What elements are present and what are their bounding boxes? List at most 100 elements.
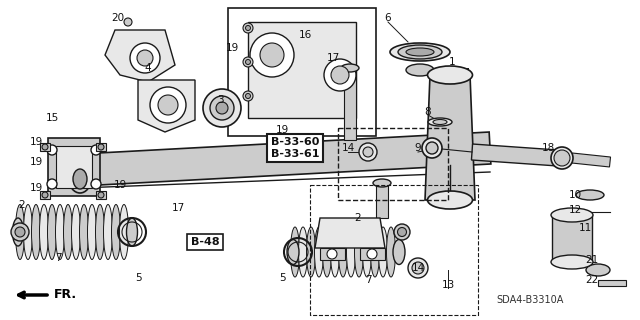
Ellipse shape [246, 60, 250, 65]
Ellipse shape [551, 255, 593, 269]
Text: FR.: FR. [54, 289, 77, 301]
Ellipse shape [576, 190, 604, 200]
Circle shape [98, 192, 104, 198]
Bar [598, 280, 626, 286]
Ellipse shape [433, 119, 447, 124]
Ellipse shape [359, 143, 377, 161]
Polygon shape [425, 75, 475, 200]
Ellipse shape [426, 142, 438, 154]
Text: 11: 11 [579, 223, 591, 233]
Circle shape [47, 179, 57, 189]
Circle shape [260, 43, 284, 67]
Text: 8: 8 [425, 107, 431, 117]
Ellipse shape [291, 227, 300, 277]
Ellipse shape [63, 204, 72, 260]
Circle shape [42, 144, 48, 150]
Ellipse shape [40, 204, 49, 260]
Polygon shape [376, 185, 388, 218]
Ellipse shape [216, 102, 228, 114]
Text: 17: 17 [172, 203, 184, 213]
Bar [320, 248, 345, 260]
Ellipse shape [243, 57, 253, 67]
Text: 19: 19 [113, 180, 127, 190]
Text: 9: 9 [415, 143, 421, 153]
Ellipse shape [428, 118, 452, 126]
Ellipse shape [428, 191, 472, 209]
Bar [228, 8, 376, 136]
Text: 2: 2 [19, 200, 26, 210]
Ellipse shape [406, 64, 434, 76]
Ellipse shape [104, 204, 113, 260]
Circle shape [367, 249, 377, 259]
Text: 22: 22 [586, 275, 598, 285]
Text: 19: 19 [275, 125, 289, 135]
Ellipse shape [307, 227, 316, 277]
Ellipse shape [339, 227, 348, 277]
Ellipse shape [586, 264, 610, 276]
Ellipse shape [314, 227, 323, 277]
Circle shape [91, 145, 101, 155]
Ellipse shape [24, 204, 33, 260]
Circle shape [250, 33, 294, 77]
Ellipse shape [246, 93, 250, 99]
Ellipse shape [88, 204, 97, 260]
Circle shape [150, 87, 186, 123]
Circle shape [327, 249, 337, 259]
Ellipse shape [79, 204, 88, 260]
Text: 12: 12 [568, 205, 582, 215]
Ellipse shape [124, 18, 132, 26]
Text: 18: 18 [541, 143, 555, 153]
Circle shape [331, 66, 349, 84]
Text: 19: 19 [225, 43, 239, 53]
Ellipse shape [551, 208, 593, 222]
Text: 10: 10 [568, 190, 582, 200]
Bar [40, 143, 50, 151]
Ellipse shape [323, 227, 332, 277]
Ellipse shape [47, 204, 56, 260]
Ellipse shape [378, 227, 387, 277]
Ellipse shape [412, 262, 424, 274]
Circle shape [98, 144, 104, 150]
Ellipse shape [243, 23, 253, 33]
Text: 7: 7 [365, 275, 371, 285]
Ellipse shape [298, 227, 307, 277]
Circle shape [158, 95, 178, 115]
Polygon shape [552, 215, 592, 262]
Text: 20: 20 [111, 13, 125, 23]
Ellipse shape [287, 239, 299, 265]
Polygon shape [79, 132, 491, 186]
Circle shape [554, 150, 570, 166]
Ellipse shape [371, 227, 380, 277]
Polygon shape [138, 80, 195, 132]
Text: B-48: B-48 [191, 237, 220, 247]
Ellipse shape [127, 218, 138, 246]
Ellipse shape [422, 138, 442, 158]
Polygon shape [315, 218, 385, 248]
Text: 5: 5 [278, 273, 285, 283]
Ellipse shape [210, 96, 234, 120]
Text: 4: 4 [145, 63, 151, 73]
Ellipse shape [341, 64, 359, 72]
Bar [310, 185, 478, 315]
Polygon shape [105, 30, 175, 82]
Ellipse shape [330, 227, 339, 277]
Ellipse shape [203, 89, 241, 127]
Text: 21: 21 [586, 255, 598, 265]
Ellipse shape [551, 147, 573, 169]
Text: 1: 1 [449, 57, 455, 67]
Ellipse shape [120, 204, 129, 260]
Ellipse shape [56, 204, 65, 260]
Circle shape [324, 59, 356, 91]
Ellipse shape [346, 227, 355, 277]
Text: 5: 5 [134, 273, 141, 283]
Text: 14: 14 [412, 263, 424, 273]
Ellipse shape [390, 43, 450, 61]
Ellipse shape [111, 204, 120, 260]
Text: 17: 17 [326, 53, 340, 63]
Text: 19: 19 [29, 137, 43, 147]
Text: SDA4-B3310A: SDA4-B3310A [496, 295, 564, 305]
Ellipse shape [11, 223, 29, 241]
Ellipse shape [428, 66, 472, 84]
Bar [96, 191, 106, 199]
Text: 13: 13 [442, 280, 454, 290]
